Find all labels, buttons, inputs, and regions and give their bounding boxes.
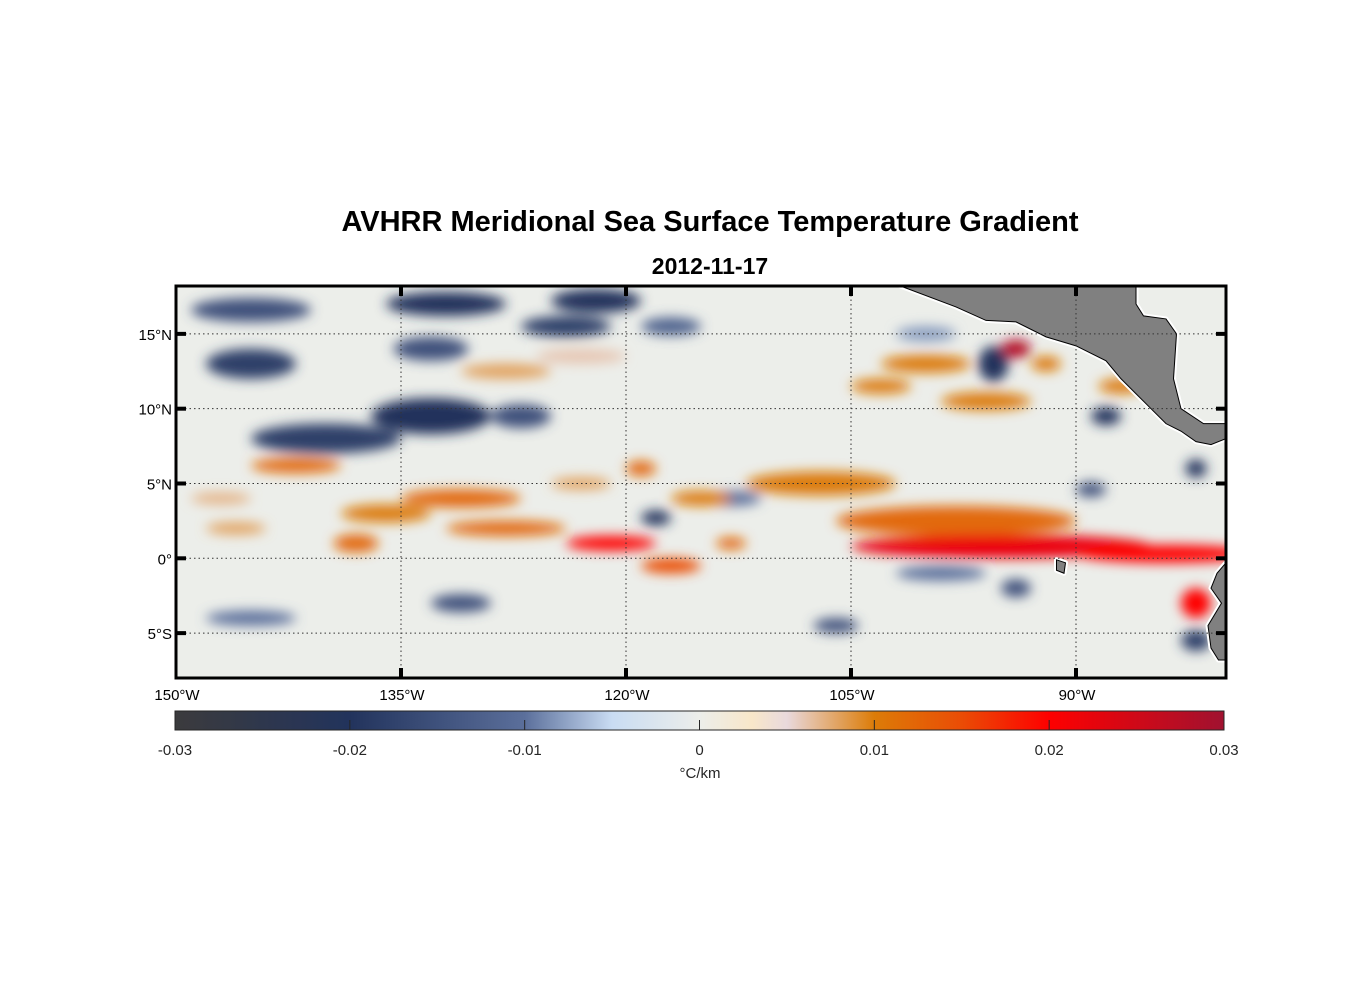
- positive-gradient-feature: [333, 534, 379, 553]
- y-tick-label: 5°N: [147, 476, 172, 493]
- colorbar-label: °C/km: [680, 765, 721, 782]
- negative-gradient-feature: [191, 297, 311, 322]
- negative-gradient-feature: [206, 348, 296, 379]
- positive-gradient-feature: [626, 461, 656, 477]
- positive-gradient-feature: [461, 363, 551, 379]
- negative-gradient-feature: [1181, 630, 1211, 652]
- axis-ticks: [176, 286, 1226, 678]
- colorbar-tick-label: -0.01: [508, 742, 542, 759]
- negative-gradient-feature: [813, 618, 859, 634]
- positive-gradient-feature: [191, 492, 251, 505]
- chart-title: AVHRR Meridional Sea Surface Temperature…: [341, 206, 1079, 238]
- land-polygon: [1207, 562, 1226, 661]
- colorbar-tick-label: 0.02: [1035, 742, 1064, 759]
- positive-gradient-feature: [341, 504, 431, 523]
- negative-gradient-feature: [1091, 407, 1121, 426]
- x-tick-label: 135°W: [379, 687, 425, 704]
- positive-gradient-feature: [941, 392, 1031, 411]
- colorbar-tick-label: -0.02: [333, 742, 367, 759]
- positive-gradient-feature: [1181, 588, 1211, 619]
- x-tick-label: 105°W: [829, 687, 875, 704]
- land-masses: [898, 286, 1226, 663]
- positive-gradient-feature: [851, 378, 911, 394]
- x-tick-label: 120°W: [604, 687, 650, 704]
- y-tick-label: 10°N: [138, 402, 172, 419]
- negative-gradient-feature: [206, 610, 296, 626]
- negative-gradient-feature: [371, 398, 491, 435]
- negative-gradient-feature: [1076, 482, 1106, 497]
- positive-gradient-feature: [206, 522, 266, 535]
- positive-gradient-feature: [881, 354, 971, 373]
- positive-gradient-feature: [536, 348, 626, 364]
- y-tick-label: 0°: [158, 551, 172, 568]
- negative-gradient-feature: [431, 594, 491, 613]
- colorbar-tick-label: 0.03: [1209, 742, 1238, 759]
- x-tick-label: 150°W: [154, 687, 200, 704]
- positive-gradient-feature: [836, 505, 1076, 536]
- map-area: [176, 286, 1226, 678]
- y-tick-label: 15°N: [138, 327, 172, 344]
- negative-gradient-feature: [491, 404, 551, 429]
- chart-subtitle: 2012-11-17: [651, 253, 769, 279]
- land-polygon: [1056, 559, 1067, 574]
- positive-gradient-feature: [401, 489, 521, 508]
- axis-labels: 150°W 135°W 120°W 105°W 90°W 15°N 10°N 5°N 0° 5°S: [138, 327, 1096, 704]
- negative-gradient-feature: [393, 336, 469, 361]
- colorbar-tick-label: 0.01: [860, 742, 889, 759]
- gradient-field: [191, 288, 1226, 652]
- negative-gradient-feature: [896, 565, 986, 581]
- x-tick-label: 90°W: [1059, 687, 1097, 704]
- positive-gradient-feature: [1076, 544, 1226, 563]
- negative-gradient-feature: [251, 423, 401, 454]
- negative-gradient-feature: [551, 288, 641, 313]
- positive-gradient-feature: [446, 520, 566, 536]
- positive-gradient-feature: [251, 458, 341, 474]
- negative-gradient-feature: [641, 510, 671, 526]
- positive-gradient-feature: [716, 537, 746, 550]
- negative-gradient-feature: [896, 326, 956, 342]
- y-tick-label: 5°S: [148, 626, 172, 643]
- map-frame: [174, 284, 1228, 680]
- positive-gradient-feature: [566, 535, 656, 551]
- negative-gradient-feature: [1185, 459, 1207, 478]
- colorbar-tick-label: 0: [695, 742, 703, 759]
- sea-background: [176, 286, 1226, 678]
- land-polygon: [900, 286, 1226, 446]
- positive-gradient-feature: [641, 558, 701, 574]
- positive-gradient-feature: [1001, 339, 1031, 358]
- negative-gradient-feature: [978, 345, 1009, 382]
- colorbar-tick-label: -0.03: [158, 742, 192, 759]
- negative-gradient-feature: [386, 291, 506, 316]
- negative-gradient-feature: [1001, 579, 1031, 598]
- negative-gradient-feature: [521, 315, 611, 337]
- positive-gradient-feature: [1031, 356, 1061, 372]
- negative-gradient-feature: [641, 317, 701, 336]
- colorbar: -0.03 -0.02 -0.01 0 0.01 0.02 0.03: [158, 710, 1239, 759]
- positive-gradient-feature: [671, 490, 731, 506]
